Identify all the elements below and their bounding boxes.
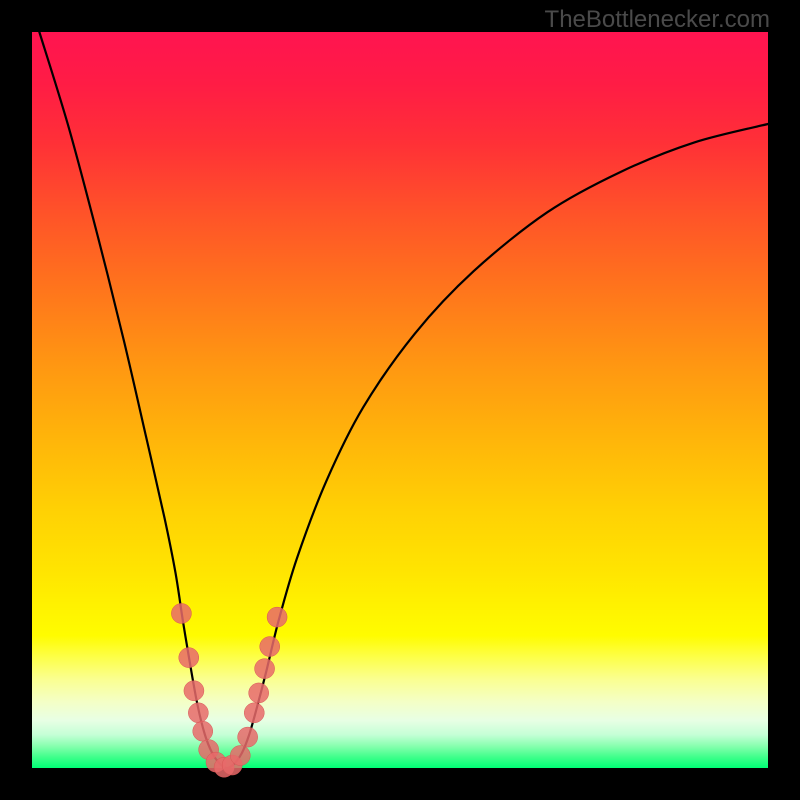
data-marker	[193, 721, 213, 741]
data-marker	[255, 659, 275, 679]
watermark-text: TheBottlenecker.com	[545, 6, 770, 34]
data-marker	[260, 637, 280, 657]
data-markers	[171, 603, 287, 777]
data-marker	[249, 683, 269, 703]
data-marker	[184, 681, 204, 701]
chart-svg	[0, 0, 800, 800]
bottleneck-curve	[39, 32, 768, 768]
data-marker	[179, 648, 199, 668]
data-marker	[244, 703, 264, 723]
data-marker	[171, 603, 191, 623]
data-marker	[230, 745, 250, 765]
data-marker	[238, 727, 258, 747]
data-marker	[267, 607, 287, 627]
data-marker	[188, 703, 208, 723]
chart-wrapper: TheBottlenecker.com	[0, 0, 800, 800]
